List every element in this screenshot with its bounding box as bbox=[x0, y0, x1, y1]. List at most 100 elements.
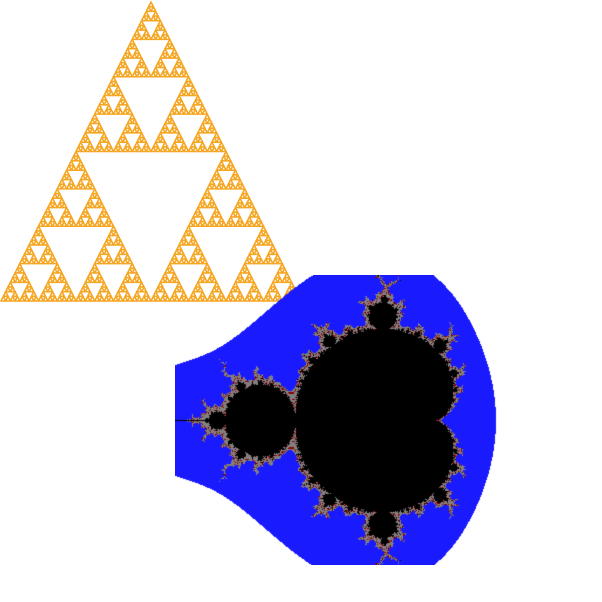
sierpinski-cell bbox=[136, 295, 143, 302]
sierpinski-cell bbox=[61, 295, 68, 302]
sierpinski-cell bbox=[124, 47, 131, 55]
sierpinski-cell bbox=[168, 71, 176, 78]
sierpinski-cell bbox=[35, 225, 42, 232]
sierpinski-cell bbox=[206, 202, 213, 209]
sierpinski-cell bbox=[131, 71, 138, 78]
sierpinski-cell bbox=[173, 71, 180, 78]
sierpinski-cell bbox=[220, 220, 227, 228]
sierpinski-cell bbox=[206, 146, 213, 153]
sierpinski-cell bbox=[49, 216, 56, 223]
sierpinski-cell bbox=[211, 146, 218, 153]
sierpinski-cell bbox=[131, 295, 138, 302]
sierpinski-cell bbox=[215, 211, 223, 218]
sierpinski-cell bbox=[152, 10, 159, 17]
sierpinski-cell bbox=[145, 146, 152, 153]
sierpinski-cell bbox=[110, 75, 117, 83]
sierpinski-cell bbox=[100, 206, 108, 214]
sierpinski-cell bbox=[117, 108, 124, 115]
sierpinski-cell bbox=[276, 267, 284, 274]
sierpinski-cell bbox=[171, 253, 178, 260]
sierpinski-cell bbox=[150, 33, 157, 41]
sierpinski-cell bbox=[40, 290, 47, 298]
sierpinski-cell bbox=[180, 66, 187, 73]
sierpinski-cell bbox=[138, 57, 145, 64]
sierpinski-cell bbox=[140, 295, 148, 302]
sierpinski-cell bbox=[197, 202, 204, 209]
sierpinski-cell bbox=[112, 258, 119, 265]
sierpinski-cell bbox=[248, 202, 255, 209]
sierpinski-cell bbox=[89, 146, 96, 153]
sierpinski-cell bbox=[150, 15, 157, 22]
sierpinski-cell bbox=[103, 89, 110, 97]
sierpinski-cell bbox=[84, 174, 91, 181]
sierpinski-cell bbox=[122, 99, 129, 106]
sierpinski-cell bbox=[180, 85, 187, 92]
sierpinski-cell bbox=[96, 103, 103, 111]
sierpinski-cell bbox=[47, 211, 54, 218]
sierpinski-cell bbox=[136, 24, 143, 31]
sierpinski-cell bbox=[152, 290, 159, 298]
sierpinski-cell bbox=[117, 61, 124, 69]
sierpinski-cell bbox=[159, 61, 166, 69]
sierpinski-cell bbox=[183, 239, 190, 246]
sierpinski-cell bbox=[124, 290, 131, 298]
sierpinski-cell bbox=[192, 258, 199, 265]
sierpinski-cell bbox=[236, 197, 244, 204]
sierpinski-cell bbox=[47, 248, 54, 256]
sierpinski-cell bbox=[185, 75, 192, 83]
sierpinski-cell bbox=[70, 155, 77, 162]
sierpinski-cell bbox=[122, 286, 129, 293]
sierpinski-cell bbox=[234, 211, 241, 218]
sierpinski-cell bbox=[243, 267, 251, 274]
sierpinski-cell bbox=[190, 141, 197, 148]
sierpinski-cell bbox=[229, 164, 237, 171]
sierpinski-cell bbox=[197, 248, 204, 256]
sierpinski-cell bbox=[218, 216, 225, 223]
sierpinski-cell bbox=[98, 136, 105, 143]
sierpinski-cell bbox=[96, 272, 103, 279]
sierpinski-cell bbox=[131, 118, 138, 125]
sierpinski-cell bbox=[96, 141, 103, 148]
sierpinski-cell bbox=[89, 295, 96, 302]
sierpinski-cell bbox=[47, 295, 54, 302]
sierpinski-cell bbox=[93, 295, 101, 302]
sierpinski-cell bbox=[100, 244, 108, 251]
sierpinski-cell bbox=[192, 220, 199, 228]
sierpinski-cell bbox=[47, 220, 54, 228]
sierpinski-cell bbox=[159, 71, 166, 78]
sierpinski-cell bbox=[215, 164, 223, 171]
sierpinski-cell bbox=[91, 262, 98, 270]
sierpinski-cell bbox=[178, 61, 185, 69]
sierpinski-cell bbox=[215, 220, 223, 228]
sierpinski-cell bbox=[199, 141, 206, 148]
sierpinski-cell bbox=[117, 99, 124, 106]
sierpinski-cell bbox=[49, 272, 56, 279]
sierpinski-cell bbox=[49, 253, 56, 260]
sierpinski-cell bbox=[145, 71, 152, 78]
sierpinski-cell bbox=[122, 248, 129, 256]
sierpinski-cell bbox=[108, 108, 115, 115]
sierpinski-cell bbox=[25, 281, 33, 288]
sierpinski-cell bbox=[145, 15, 152, 22]
sierpinski-cell bbox=[187, 80, 194, 87]
sierpinski-cell bbox=[272, 248, 279, 256]
sierpinski-cell bbox=[159, 146, 166, 153]
sierpinski-cell bbox=[100, 94, 108, 101]
sierpinski-cell bbox=[117, 239, 124, 246]
sierpinski-cell bbox=[56, 267, 63, 274]
sierpinski-cell bbox=[117, 71, 124, 78]
sierpinski-cell bbox=[161, 122, 169, 129]
sierpinski-cell bbox=[211, 127, 218, 134]
sierpinski-cell bbox=[82, 281, 89, 288]
sierpinski-cell bbox=[178, 248, 185, 256]
sierpinski-cell bbox=[243, 202, 251, 209]
sierpinski-cell bbox=[75, 183, 82, 190]
sierpinski-cell bbox=[239, 220, 246, 228]
sierpinski-cell bbox=[103, 211, 110, 218]
sierpinski-cell bbox=[220, 183, 227, 190]
sierpinski-cell bbox=[220, 146, 227, 153]
sierpinski-cell bbox=[86, 272, 94, 279]
sierpinski-cell bbox=[166, 262, 173, 270]
sierpinski-cell bbox=[281, 267, 288, 274]
sierpinski-cell bbox=[44, 281, 52, 288]
